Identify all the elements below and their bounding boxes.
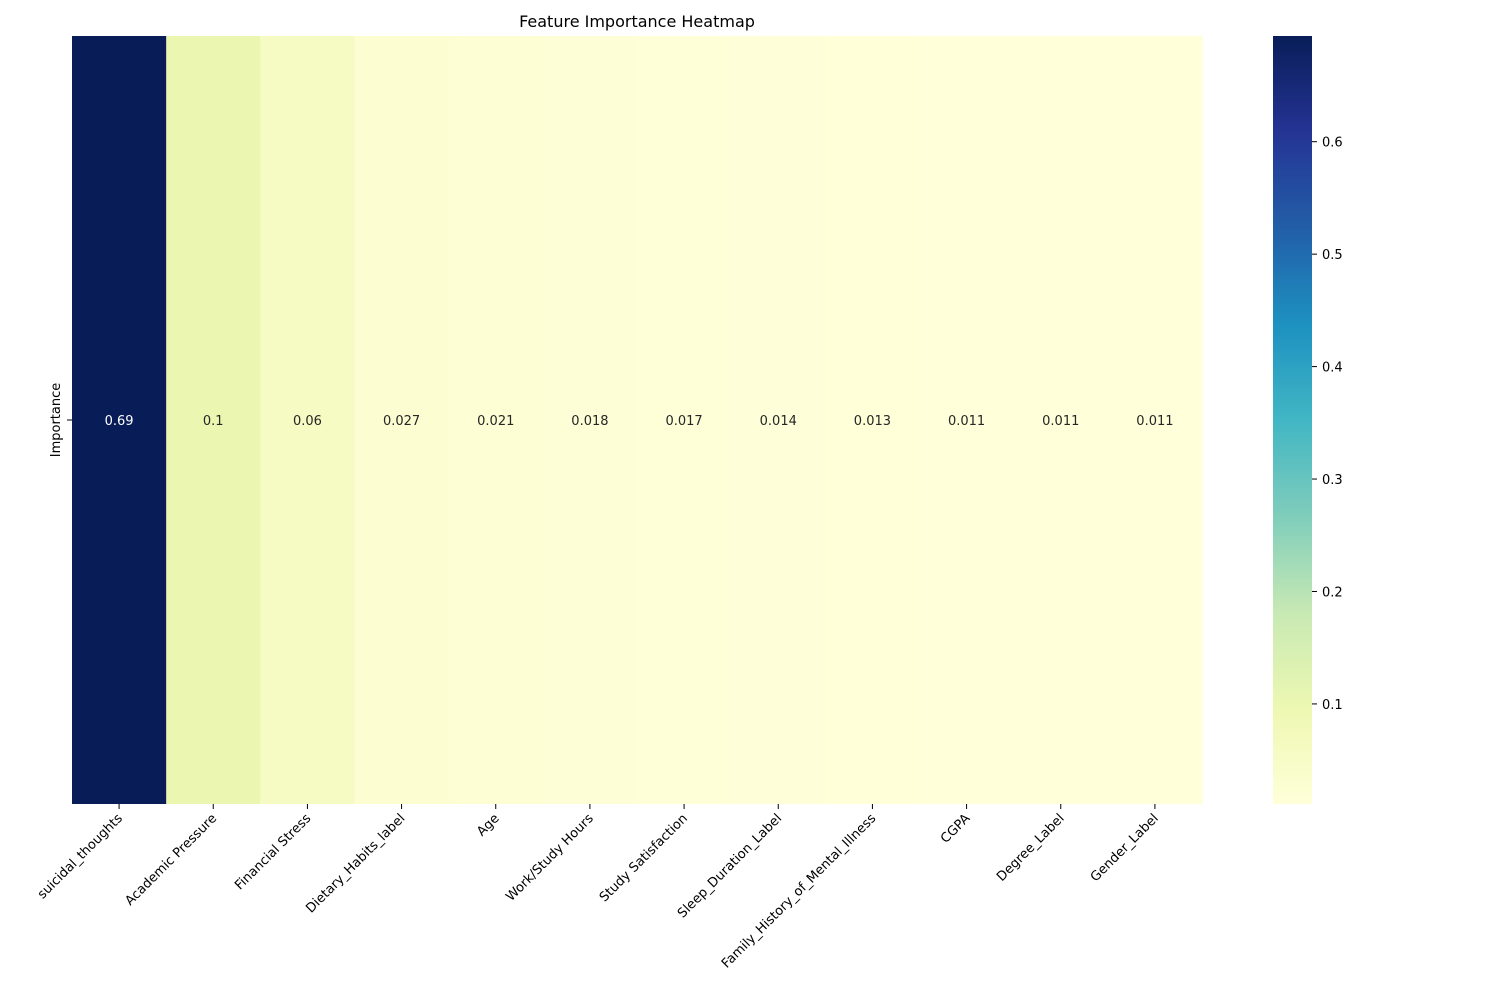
x-tick-label: Work/Study Hours (503, 811, 597, 905)
x-tick-label: Study Satisfaction (597, 811, 691, 905)
x-tick-label: Sleep_Duration_Label (675, 811, 785, 921)
colorbar: 0.1 0.2 0.3 0.4 0.5 0.6 (1273, 36, 1343, 804)
cell-value-label: 0.011 (1136, 414, 1173, 429)
heatmap-cell (72, 36, 167, 804)
cell-value-label: 0.69 (105, 414, 134, 429)
x-tick-label: Financial Stress (232, 811, 314, 893)
x-tick-label: Gender_Label (1088, 811, 1162, 885)
x-tick-label: Dietary_Habits_label (303, 811, 408, 916)
colorbar-tick-label: 0.4 (1322, 361, 1343, 376)
heatmap-cell (448, 36, 544, 804)
heatmap-cell (542, 36, 638, 804)
cell-value-label: 0.1 (203, 414, 224, 429)
cell-value-label: 0.014 (760, 414, 797, 429)
colorbar-tick-label: 0.6 (1322, 136, 1343, 151)
x-tick-label: Degree_Label (994, 811, 1067, 884)
cell-value-label: 0.06 (293, 414, 322, 429)
colorbar-tick-label: 0.3 (1322, 473, 1343, 488)
colorbar-tick-label: 0.1 (1322, 698, 1343, 713)
cell-value-label: 0.011 (948, 414, 985, 429)
heatmap-cell-labels: 0.69 0.1 0.06 0.027 0.021 0.018 0.017 0.014 0.01… (105, 414, 1174, 429)
cell-value-label: 0.018 (571, 414, 608, 429)
chart-title: Feature Importance Heatmap (519, 12, 755, 31)
heatmap-cell (731, 36, 826, 804)
y-tick-label: Importance (49, 383, 64, 458)
heatmap-cell (825, 36, 921, 804)
x-tick-label: CGPA (938, 811, 973, 846)
colorbar-tick-label: 0.2 (1322, 585, 1343, 600)
cell-value-label: 0.027 (383, 414, 420, 429)
heatmap-cell (919, 36, 1015, 804)
heatmap-cells (72, 36, 1203, 804)
heatmap-cell (1013, 36, 1109, 804)
heatmap-cell (354, 36, 450, 804)
x-tick-label: Family_History_of_Mental_Illness (719, 811, 879, 971)
heatmap-cell (637, 36, 732, 804)
heatmap-cell (260, 36, 356, 804)
colorbar-gradient (1273, 36, 1312, 804)
cell-value-label: 0.011 (1042, 414, 1079, 429)
cell-value-label: 0.013 (854, 414, 891, 429)
colorbar-tick-label: 0.5 (1322, 248, 1343, 263)
x-tick-label: suicidal_thoughts (35, 811, 126, 902)
cell-value-label: 0.021 (477, 414, 514, 429)
x-tick-label: Age (474, 811, 502, 839)
cell-value-label: 0.017 (665, 414, 702, 429)
x-tick-label: Academic Pressure (122, 811, 220, 909)
heatmap-cell (1107, 36, 1203, 804)
heatmap-cell (166, 36, 261, 804)
y-axis: Importance (49, 383, 72, 458)
